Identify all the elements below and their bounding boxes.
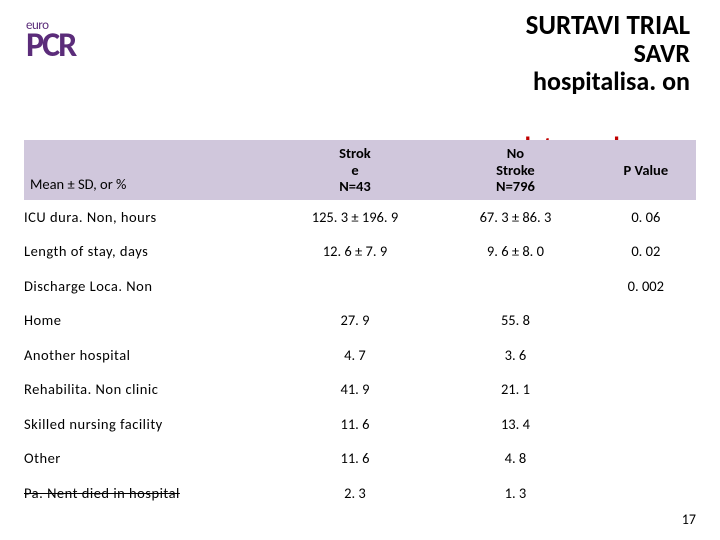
cell [596,371,696,407]
cell: 27. 9 [275,302,435,338]
cell [435,269,595,302]
row-label: ICU dura. Non, hours [24,200,275,233]
cell: 3. 6 [435,338,595,371]
page-number: 17 [682,511,696,528]
cell: 13. 4 [435,407,595,440]
cell: 12. 6 ± 7. 9 [275,233,435,269]
title-line-3: hospitalisa. on [526,68,690,95]
cell: 125. 3 ± 196. 9 [275,200,435,233]
data-table: Mean ± SD, or % Strok e N=43 No Stroke N… [24,140,696,509]
cell: 41. 9 [275,371,435,407]
row-label: Pa. Nent died in hospital [24,476,275,509]
cell: 67. 3 ± 86. 3 [435,200,595,233]
table-header-row: Mean ± SD, or % Strok e N=43 No Stroke N… [24,140,696,200]
header-col-pvalue: P Value [596,140,696,200]
table-row: Rehabilita. Non clinic41. 921. 1 [24,371,696,407]
row-label: Another hospital [24,338,275,371]
cell [596,440,696,476]
cell: 1. 3 [435,476,595,509]
cell [596,476,696,509]
cell: 11. 6 [275,440,435,476]
table-row: Skilled nursing facility11. 613. 4 [24,407,696,440]
cell: 0. 06 [596,200,696,233]
cell: 4. 7 [275,338,435,371]
cell: 2. 3 [275,476,435,509]
table-row: Another hospital4. 73. 6 [24,338,696,371]
row-label: Rehabilita. Non clinic [24,371,275,407]
table-row: Discharge Loca. Non 0. 002 [24,269,696,302]
table-row: Home27. 955. 8 [24,302,696,338]
cell: 11. 6 [275,407,435,440]
row-label: Length of stay, days [24,233,275,269]
header-col-nostroke: No Stroke N=796 [435,140,595,200]
row-label: Skilled nursing facility [24,407,275,440]
row-label: Other [24,440,275,476]
slide-title: SURTAVI TRIAL SAVR hospitalisa. on [526,12,690,95]
table-row: Pa. Nent died in hospital2. 31. 3 [24,476,696,509]
cell: 4. 8 [435,440,595,476]
cell: 55. 8 [435,302,595,338]
row-label: Home [24,302,275,338]
cell [596,338,696,371]
cell [596,407,696,440]
cell: 21. 1 [435,371,595,407]
row-label: Discharge Loca. Non [24,269,275,302]
title-line-1: SURTAVI TRIAL [526,12,690,40]
cell: 9. 6 ± 8. 0 [435,233,595,269]
header-col-stroke: Strok e N=43 [275,140,435,200]
brand-logo: euro PCR [26,18,75,59]
logo-pcr-text: PCR [26,33,75,59]
table-row: Other11. 64. 8 [24,440,696,476]
cell: 0. 002 [596,269,696,302]
table-row: Length of stay, days12. 6 ± 7. 99. 6 ± 8… [24,233,696,269]
title-line-2: SAVR [526,40,690,67]
cell [275,269,435,302]
cell: 0. 02 [596,233,696,269]
cell [596,302,696,338]
table-row: ICU dura. Non, hours125. 3 ± 196. 967. 3… [24,200,696,233]
header-rowtitle: Mean ± SD, or % [24,140,275,200]
